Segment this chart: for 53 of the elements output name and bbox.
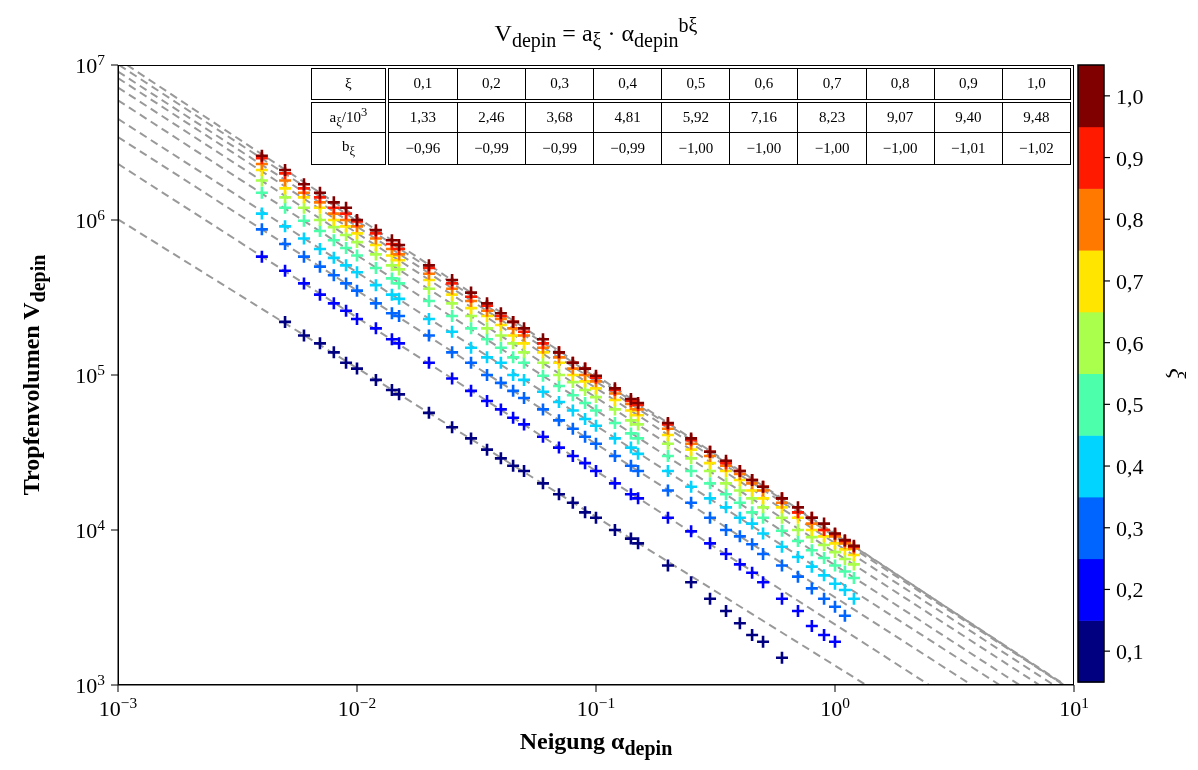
- annotation: 0,1: [386, 68, 458, 101]
- annotation: −1,01: [934, 132, 1003, 165]
- y-tick-label: 10$^{7}$: [75, 50, 106, 78]
- annotation: −1,00: [797, 132, 867, 165]
- annotation: 0,9: [934, 68, 1003, 101]
- annotation: −1,02: [1002, 132, 1071, 165]
- annotation: 5,92: [661, 100, 730, 133]
- color-bar-label: 0,2: [1116, 577, 1144, 603]
- color-bar-title: ξ: [1165, 368, 1191, 380]
- x-tick-label: 10$^{0}$: [820, 693, 851, 721]
- annotation: 2,46: [457, 100, 526, 133]
- annotation: 0,6: [729, 68, 798, 101]
- x-tick-label: 10$^{−1}$: [576, 693, 616, 721]
- annotation: 9,40: [934, 100, 1003, 133]
- annotation: 1,0: [1002, 68, 1071, 101]
- annotation: −1,00: [661, 132, 730, 165]
- annotation: 9,07: [866, 100, 935, 133]
- annotation: a$_{ξ}$/10$^{3}$: [311, 100, 387, 133]
- annotation: 0,7: [797, 68, 867, 101]
- color-bar-label: 1,0: [1116, 83, 1144, 109]
- annotation: 0,8: [866, 68, 935, 101]
- color-bar-label: 0,3: [1116, 515, 1144, 541]
- color-bar-label: 0,7: [1116, 268, 1144, 294]
- color-bar-label: 0,4: [1116, 454, 1144, 480]
- annotation: 1,33: [386, 100, 458, 133]
- y-tick-label: 10$^{5}$: [75, 360, 106, 388]
- annotation: 3,68: [525, 100, 594, 133]
- x-tick-label: 10$^{1}$: [1059, 693, 1089, 721]
- annotation: b$_{ξ}$: [311, 132, 387, 165]
- annotation: 0,5: [661, 68, 730, 101]
- annotation: 7,16: [729, 100, 798, 133]
- annotation: 8,23: [797, 100, 867, 133]
- annotation: −0,96: [386, 132, 458, 165]
- annotation: 4,81: [593, 100, 662, 133]
- annotation: 0,3: [525, 68, 594, 101]
- annotation: −1,00: [866, 132, 935, 165]
- x-axis-title: Neigung α$_{depin}$: [518, 728, 674, 760]
- color-bar-label: 0,8: [1116, 207, 1144, 233]
- annotation: 9,48: [1002, 100, 1071, 133]
- annotation: 0,4: [593, 68, 662, 101]
- color-bar-label: 0,1: [1116, 639, 1144, 665]
- color-bar-label: 0,9: [1116, 145, 1144, 171]
- x-tick-label: 10$^{−2}$: [337, 693, 377, 721]
- y-tick-label: 10$^{6}$: [75, 205, 106, 233]
- annotation: −0,99: [593, 132, 662, 165]
- annotation: −1,00: [729, 132, 798, 165]
- annotation: 0,2: [457, 68, 526, 101]
- annotation: −0,99: [457, 132, 526, 165]
- color-bar-label: 0,6: [1116, 330, 1144, 356]
- color-bar-label: 0,5: [1116, 392, 1144, 418]
- annotation: ξ: [311, 68, 387, 101]
- y-tick-label: 10$^{4}$: [75, 515, 106, 543]
- annotation: −0,99: [525, 132, 594, 165]
